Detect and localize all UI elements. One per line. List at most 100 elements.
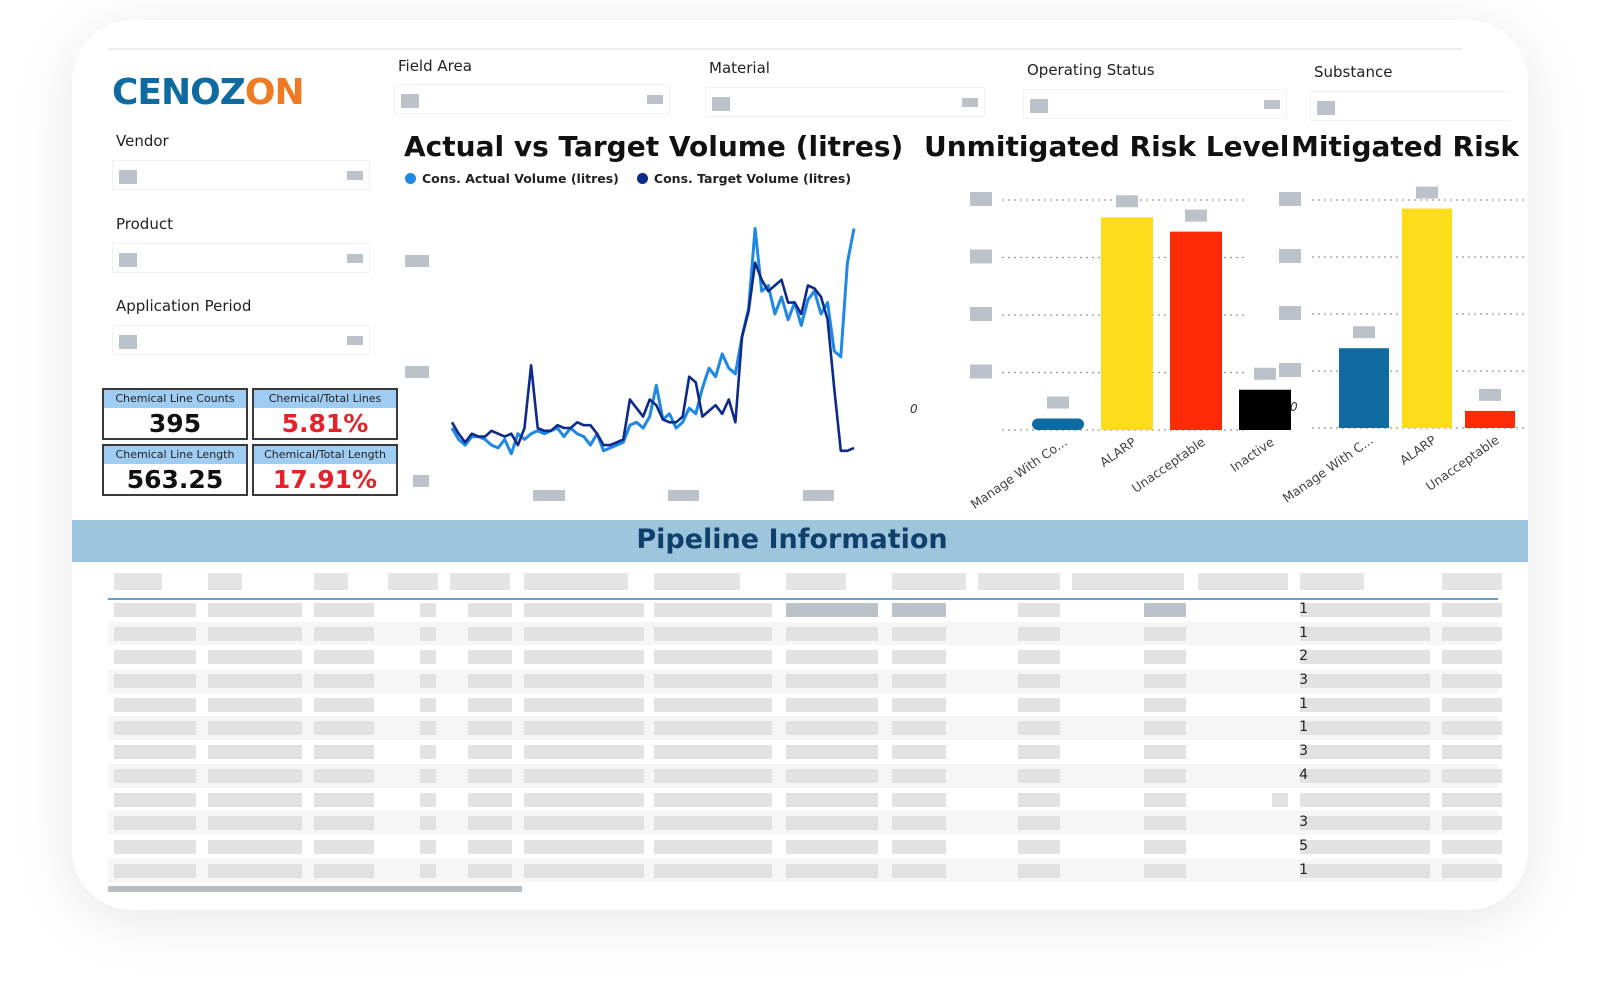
column-header[interactable] [786,573,846,590]
chevron-down-icon [1264,100,1280,109]
table-cell [1018,792,1060,807]
table-cell [786,816,878,831]
y-tick-label [405,366,429,378]
column-header[interactable] [450,573,510,590]
unmitigated-chart-title: Unmitigated Risk Level [924,130,1290,163]
column-header[interactable] [388,573,438,590]
table-cell [1272,792,1288,807]
y-tick-label [970,249,992,264]
table-row[interactable]: 1 [108,858,1502,883]
chevron-down-icon [347,336,363,345]
table-cell [786,863,878,878]
table-row[interactable] [108,788,1502,812]
table-cell [1144,721,1186,736]
table-cell [114,816,196,831]
material-dropdown[interactable] [705,87,985,117]
table-cell [420,721,436,736]
table-cell [786,768,878,783]
table-cell [892,839,946,854]
table-cell [786,650,878,665]
column-header[interactable] [1072,573,1184,590]
substance-value [1317,101,1335,115]
table-cell [892,650,946,665]
table-cell [420,674,436,689]
pipeline-banner: Pipeline Information [72,520,1528,562]
table-cell [420,745,436,760]
table-row[interactable]: 5 [108,835,1502,859]
field-area-dropdown[interactable] [394,84,670,114]
data-label [1416,186,1438,199]
chevron-down-icon [347,171,363,180]
table-row[interactable]: 2 [108,645,1502,669]
table-row[interactable]: 3 [108,740,1502,764]
table-cell [1300,697,1430,712]
kpi-card-line-counts: Chemical Line Counts 395 [102,388,248,440]
table-row[interactable]: 1 [108,693,1502,717]
table-cell [314,697,374,712]
table-cell [654,674,772,689]
data-label [1254,367,1276,380]
table-cell [1018,768,1060,783]
table-row[interactable]: 1 [108,716,1502,741]
series-line-target [450,261,855,453]
vendor-dropdown[interactable] [112,160,370,190]
table-cell [420,839,436,854]
table-row[interactable]: 1 [108,598,1502,622]
table-cell [524,650,644,665]
column-header[interactable] [314,573,348,590]
column-header[interactable] [1198,573,1288,590]
y-zero-label: 0 [1290,400,1298,414]
column-header[interactable] [654,573,740,590]
table-cell [1300,768,1430,783]
table-row[interactable]: 3 [108,811,1502,835]
bar-alarp [1101,217,1153,430]
kpi-value: 395 [148,409,202,438]
table-cell [524,745,644,760]
line-chart[interactable] [450,200,856,485]
application-period-dropdown[interactable] [112,325,370,355]
line-chart-title: Actual vs Target Volume (litres) [404,130,904,163]
table-row[interactable]: 4 [108,763,1502,788]
table-cell [208,650,302,665]
horizontal-scrollbar[interactable] [108,886,522,892]
column-header[interactable] [1300,573,1364,590]
bar-alarp [1402,208,1452,428]
table-cell [1144,674,1186,689]
table-cell [654,768,772,783]
product-dropdown[interactable] [112,243,370,273]
table-cell [654,697,772,712]
table-row[interactable]: 3 [108,669,1502,693]
y-tick-label [413,475,429,487]
table-cell [314,674,374,689]
table-cell [468,697,512,712]
substance-dropdown[interactable] [1310,91,1510,121]
table-cell [1144,626,1186,641]
table-cell [1144,863,1186,878]
data-label [1116,195,1138,208]
row-count-value: 4 [1299,766,1308,783]
bar-unacceptable [1170,231,1222,430]
legend-label-actual[interactable]: Cons. Actual Volume (litres) [422,171,619,186]
table-cell [114,863,196,878]
column-header[interactable] [114,573,162,590]
column-header[interactable] [978,573,1060,590]
table-cell [524,674,644,689]
table-cell [1300,650,1430,665]
row-count-value: 1 [1299,719,1308,736]
column-header[interactable] [524,573,628,590]
table-row[interactable]: 1 [108,621,1502,646]
table-cell [420,768,436,783]
table-cell [114,650,196,665]
row-count-value: 5 [1299,837,1308,854]
column-header[interactable] [892,573,966,590]
table-cell [420,603,436,617]
table-cell [1442,839,1502,854]
legend-label-target[interactable]: Cons. Target Volume (litres) [653,171,852,186]
operating-status-dropdown[interactable] [1023,89,1287,119]
material-label: Material [709,59,770,77]
column-header[interactable] [1442,573,1502,590]
column-header[interactable] [208,573,242,590]
top-divider [108,48,1462,50]
